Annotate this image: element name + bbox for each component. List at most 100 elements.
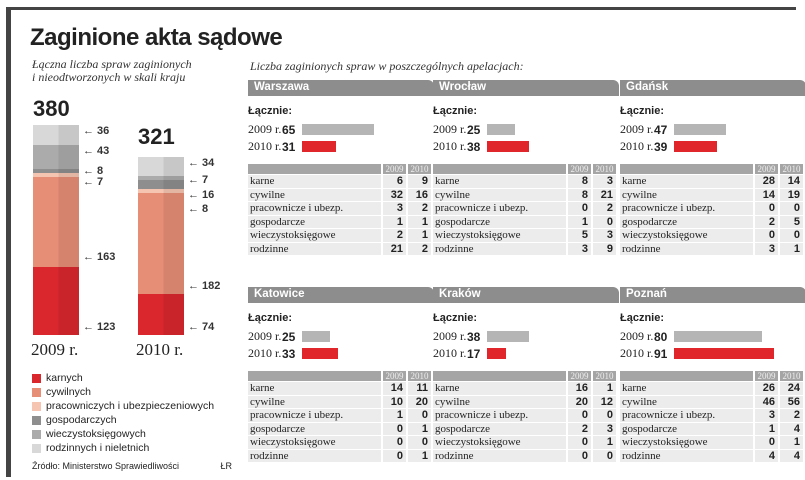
segment-label: ← 43 <box>83 145 110 157</box>
legend-item: rodzinnych i nieletnich <box>32 441 214 455</box>
row-value: 1 <box>406 229 431 242</box>
row-label: rodzinne <box>433 449 566 462</box>
panel-header: Wrocław <box>433 80 619 96</box>
row-label: pracownicze i ubezp. <box>248 409 381 422</box>
segment-label: ← 16 <box>188 189 215 201</box>
legend-item: wieczystoksięgowych <box>32 427 214 441</box>
header-year: 2010 <box>778 371 803 381</box>
segment-cywilnych <box>138 193 184 295</box>
row-value: 0 <box>406 436 431 449</box>
table-header: 2009 2010 <box>620 164 803 174</box>
row-value: 19 <box>778 188 803 201</box>
year-label: 2009 r. <box>433 329 467 343</box>
row-label: rodzinne <box>620 242 753 255</box>
row-value: 5 <box>778 215 803 228</box>
row-label: wieczystoksięgowe <box>620 436 753 449</box>
header-blank <box>620 371 753 381</box>
table-row: cywilne 20 12 <box>433 395 616 408</box>
source: Źródło: Ministerstwo Sprawiedliwości ŁR <box>32 461 232 471</box>
year-row: 2009 r. 38 <box>433 328 619 345</box>
left-rule <box>6 7 11 477</box>
table-row: cywilne 14 19 <box>620 188 803 201</box>
legend-swatch <box>32 415 41 425</box>
row-value: 20 <box>406 395 431 408</box>
row-value: 2 <box>591 202 616 215</box>
total-label: Łącznie: <box>620 312 665 324</box>
row-value: 0 <box>406 409 431 422</box>
year-label: 2010 r. <box>433 346 467 360</box>
row-value: 1 <box>406 449 431 462</box>
row-value: 0 <box>753 229 778 242</box>
header-blank <box>248 371 381 381</box>
year-row: 2010 r. 39 <box>620 138 805 155</box>
row-value: 1 <box>591 436 616 449</box>
row-label: gospodarcze <box>433 215 566 228</box>
row-value: 8 <box>566 175 591 188</box>
table-row: pracownicze i ubezp. 0 0 <box>433 409 616 422</box>
header-year: 2010 <box>591 164 616 174</box>
year-row: 2009 r. 25 <box>248 328 434 345</box>
row-label: cywilne <box>248 395 381 408</box>
row-value: 0 <box>566 449 591 462</box>
row-label: wieczystoksięgowe <box>248 436 381 449</box>
legend-item: gospodarczych <box>32 413 214 427</box>
table-header: 2009 2010 <box>248 164 431 174</box>
row-label: pracownicze i ubezp. <box>433 409 566 422</box>
year-label: 2009 r. <box>620 122 654 136</box>
row-label: cywilne <box>433 395 566 408</box>
segment-gospodarczych <box>33 168 79 173</box>
row-value: 1 <box>381 215 406 228</box>
header-year: 2009 <box>566 164 591 174</box>
total-label: Łącznie: <box>433 105 478 117</box>
panel-gdańsk: Gdańsk Łącznie: 2009 r. 47 2010 r. 39 2009 2010… <box>620 80 805 256</box>
segment-rodzinnych <box>138 157 184 177</box>
year-row: 2010 r. 33 <box>248 345 434 362</box>
segment-label: ← 74 <box>188 321 215 333</box>
right-subtitle: Liczba zaginionych spraw w poszczególnyc… <box>250 59 524 73</box>
row-value: 10 <box>381 395 406 408</box>
legend-label: pracowniczych i ubezpieczeniowych <box>46 400 215 412</box>
table-row: karne 16 1 <box>433 382 616 395</box>
row-label: cywilne <box>620 188 753 201</box>
table-row: rodzinne 21 2 <box>248 242 431 255</box>
left-subtitle: Łączna liczba spraw zaginionych i nieodt… <box>32 57 192 84</box>
year-label: 2010 r. <box>248 346 282 360</box>
header-year: 2009 <box>381 371 406 381</box>
year-row: 2010 r. 31 <box>248 138 434 155</box>
row-label: pracownicze i ubezp. <box>248 202 381 215</box>
total-bar <box>487 348 506 359</box>
legend-label: wieczystoksięgowych <box>46 428 146 440</box>
legend-label: rodzinnych i nieletnich <box>46 442 150 454</box>
table-row: cywilne 32 16 <box>248 188 431 201</box>
row-value: 32 <box>381 188 406 201</box>
legend-item: karnych <box>32 371 214 385</box>
row-label: pracownicze i ubezp. <box>620 409 753 422</box>
header-year: 2010 <box>406 164 431 174</box>
row-label: cywilne <box>248 188 381 201</box>
segment-label: ← 8 <box>83 165 104 177</box>
row-value: 2 <box>406 202 431 215</box>
row-label: karne <box>433 382 566 395</box>
year-label: 2009 r. <box>31 340 79 359</box>
year-total: 47 <box>654 122 668 137</box>
panel-header: Gdańsk <box>620 80 805 96</box>
row-value: 20 <box>566 395 591 408</box>
row-label: cywilne <box>433 188 566 201</box>
row-label: wieczystoksięgowe <box>248 229 381 242</box>
row-value: 0 <box>591 215 616 228</box>
panel-header: Kraków <box>433 287 619 303</box>
total-2009r: 380 <box>33 96 70 121</box>
breakdown-table: 2009 2010 karne 26 24 cywilne 46 56 pracownicze … <box>620 370 803 463</box>
legend-label: gospodarczych <box>46 414 117 426</box>
row-value: 0 <box>566 409 591 422</box>
breakdown-table: 2009 2010 karne 28 14 cywilne 14 19 pracownicze … <box>620 163 803 256</box>
row-value: 1 <box>406 422 431 435</box>
total-label: Łącznie: <box>433 312 478 324</box>
table-row: karne 28 14 <box>620 175 803 188</box>
table-row: karne 26 24 <box>620 382 803 395</box>
panel-warszawa: Warszawa Łącznie: 2009 r. 65 2010 r. 31 2009 20… <box>248 80 434 256</box>
row-value: 8 <box>566 188 591 201</box>
year-total: 25 <box>282 329 296 344</box>
table-row: rodzinne 0 0 <box>433 449 616 462</box>
row-label: pracownicze i ubezp. <box>620 202 753 215</box>
